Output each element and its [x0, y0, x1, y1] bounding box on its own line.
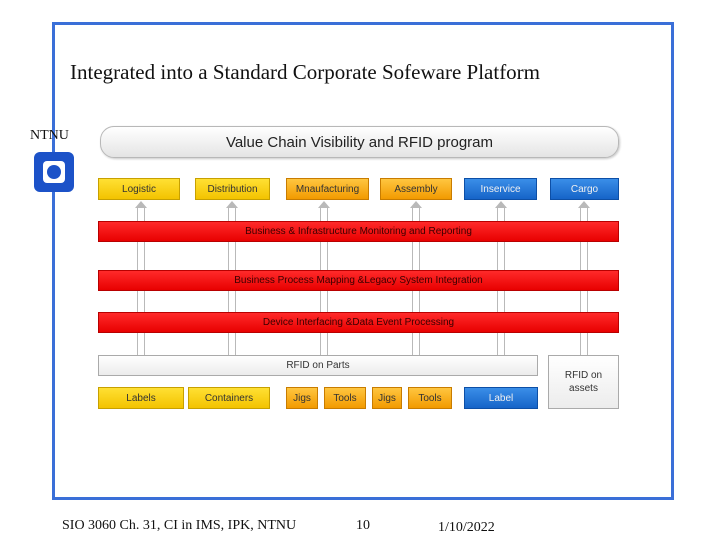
- value-chain-banner: Value Chain Visibility and RFID program: [100, 126, 619, 158]
- stage-box-distribution: Distribution: [195, 178, 270, 200]
- footer-page-number: 10: [356, 518, 370, 533]
- rfid-on-assets: RFID on assets: [548, 355, 619, 409]
- footer-date: 1/10/2022: [438, 520, 495, 535]
- stage-box-logistic: Logistic: [98, 178, 180, 200]
- ntnu-label: NTNU: [30, 128, 69, 143]
- item-box-label: Label: [464, 387, 538, 409]
- footer-course: SIO 3060 Ch. 31, CI in IMS, IPK, NTNU: [62, 518, 297, 533]
- arrow-distribution-icon: [226, 201, 238, 208]
- arrow-inservice-icon: [495, 201, 507, 208]
- stage-box-assembly: Assembly: [380, 178, 452, 200]
- slide-title: Integrated into a Standard Corporate Sof…: [70, 60, 541, 84]
- item-box-containers: Containers: [188, 387, 270, 409]
- item-box-tools-1: Tools: [324, 387, 366, 409]
- item-box-labels: Labels: [98, 387, 184, 409]
- item-box-tools-2: Tools: [408, 387, 452, 409]
- arrow-logistic-icon: [135, 201, 147, 208]
- ntnu-logo-icon: [34, 152, 74, 192]
- bar-monitoring-reporting: Business & Infrastructure Monitoring and…: [98, 221, 619, 242]
- bar-device-interfacing: Device Interfacing &Data Event Processin…: [98, 312, 619, 333]
- stage-box-cargo: Cargo: [550, 178, 619, 200]
- bar-process-mapping: Business Process Mapping &Legacy System …: [98, 270, 619, 291]
- stage-box-manufacturing: Mnaufacturing: [286, 178, 369, 200]
- slide-frame: [52, 22, 674, 500]
- arrow-manufacturing-icon: [318, 201, 330, 208]
- item-box-jigs-2: Jigs: [372, 387, 402, 409]
- arrow-assembly-icon: [410, 201, 422, 208]
- rfid-on-assets-label: RFID on assets: [564, 370, 603, 394]
- item-box-jigs-1: Jigs: [286, 387, 318, 409]
- stage-box-inservice: Inservice: [464, 178, 537, 200]
- arrow-cargo-icon: [578, 201, 590, 208]
- rfid-on-parts: RFID on Parts: [98, 355, 538, 376]
